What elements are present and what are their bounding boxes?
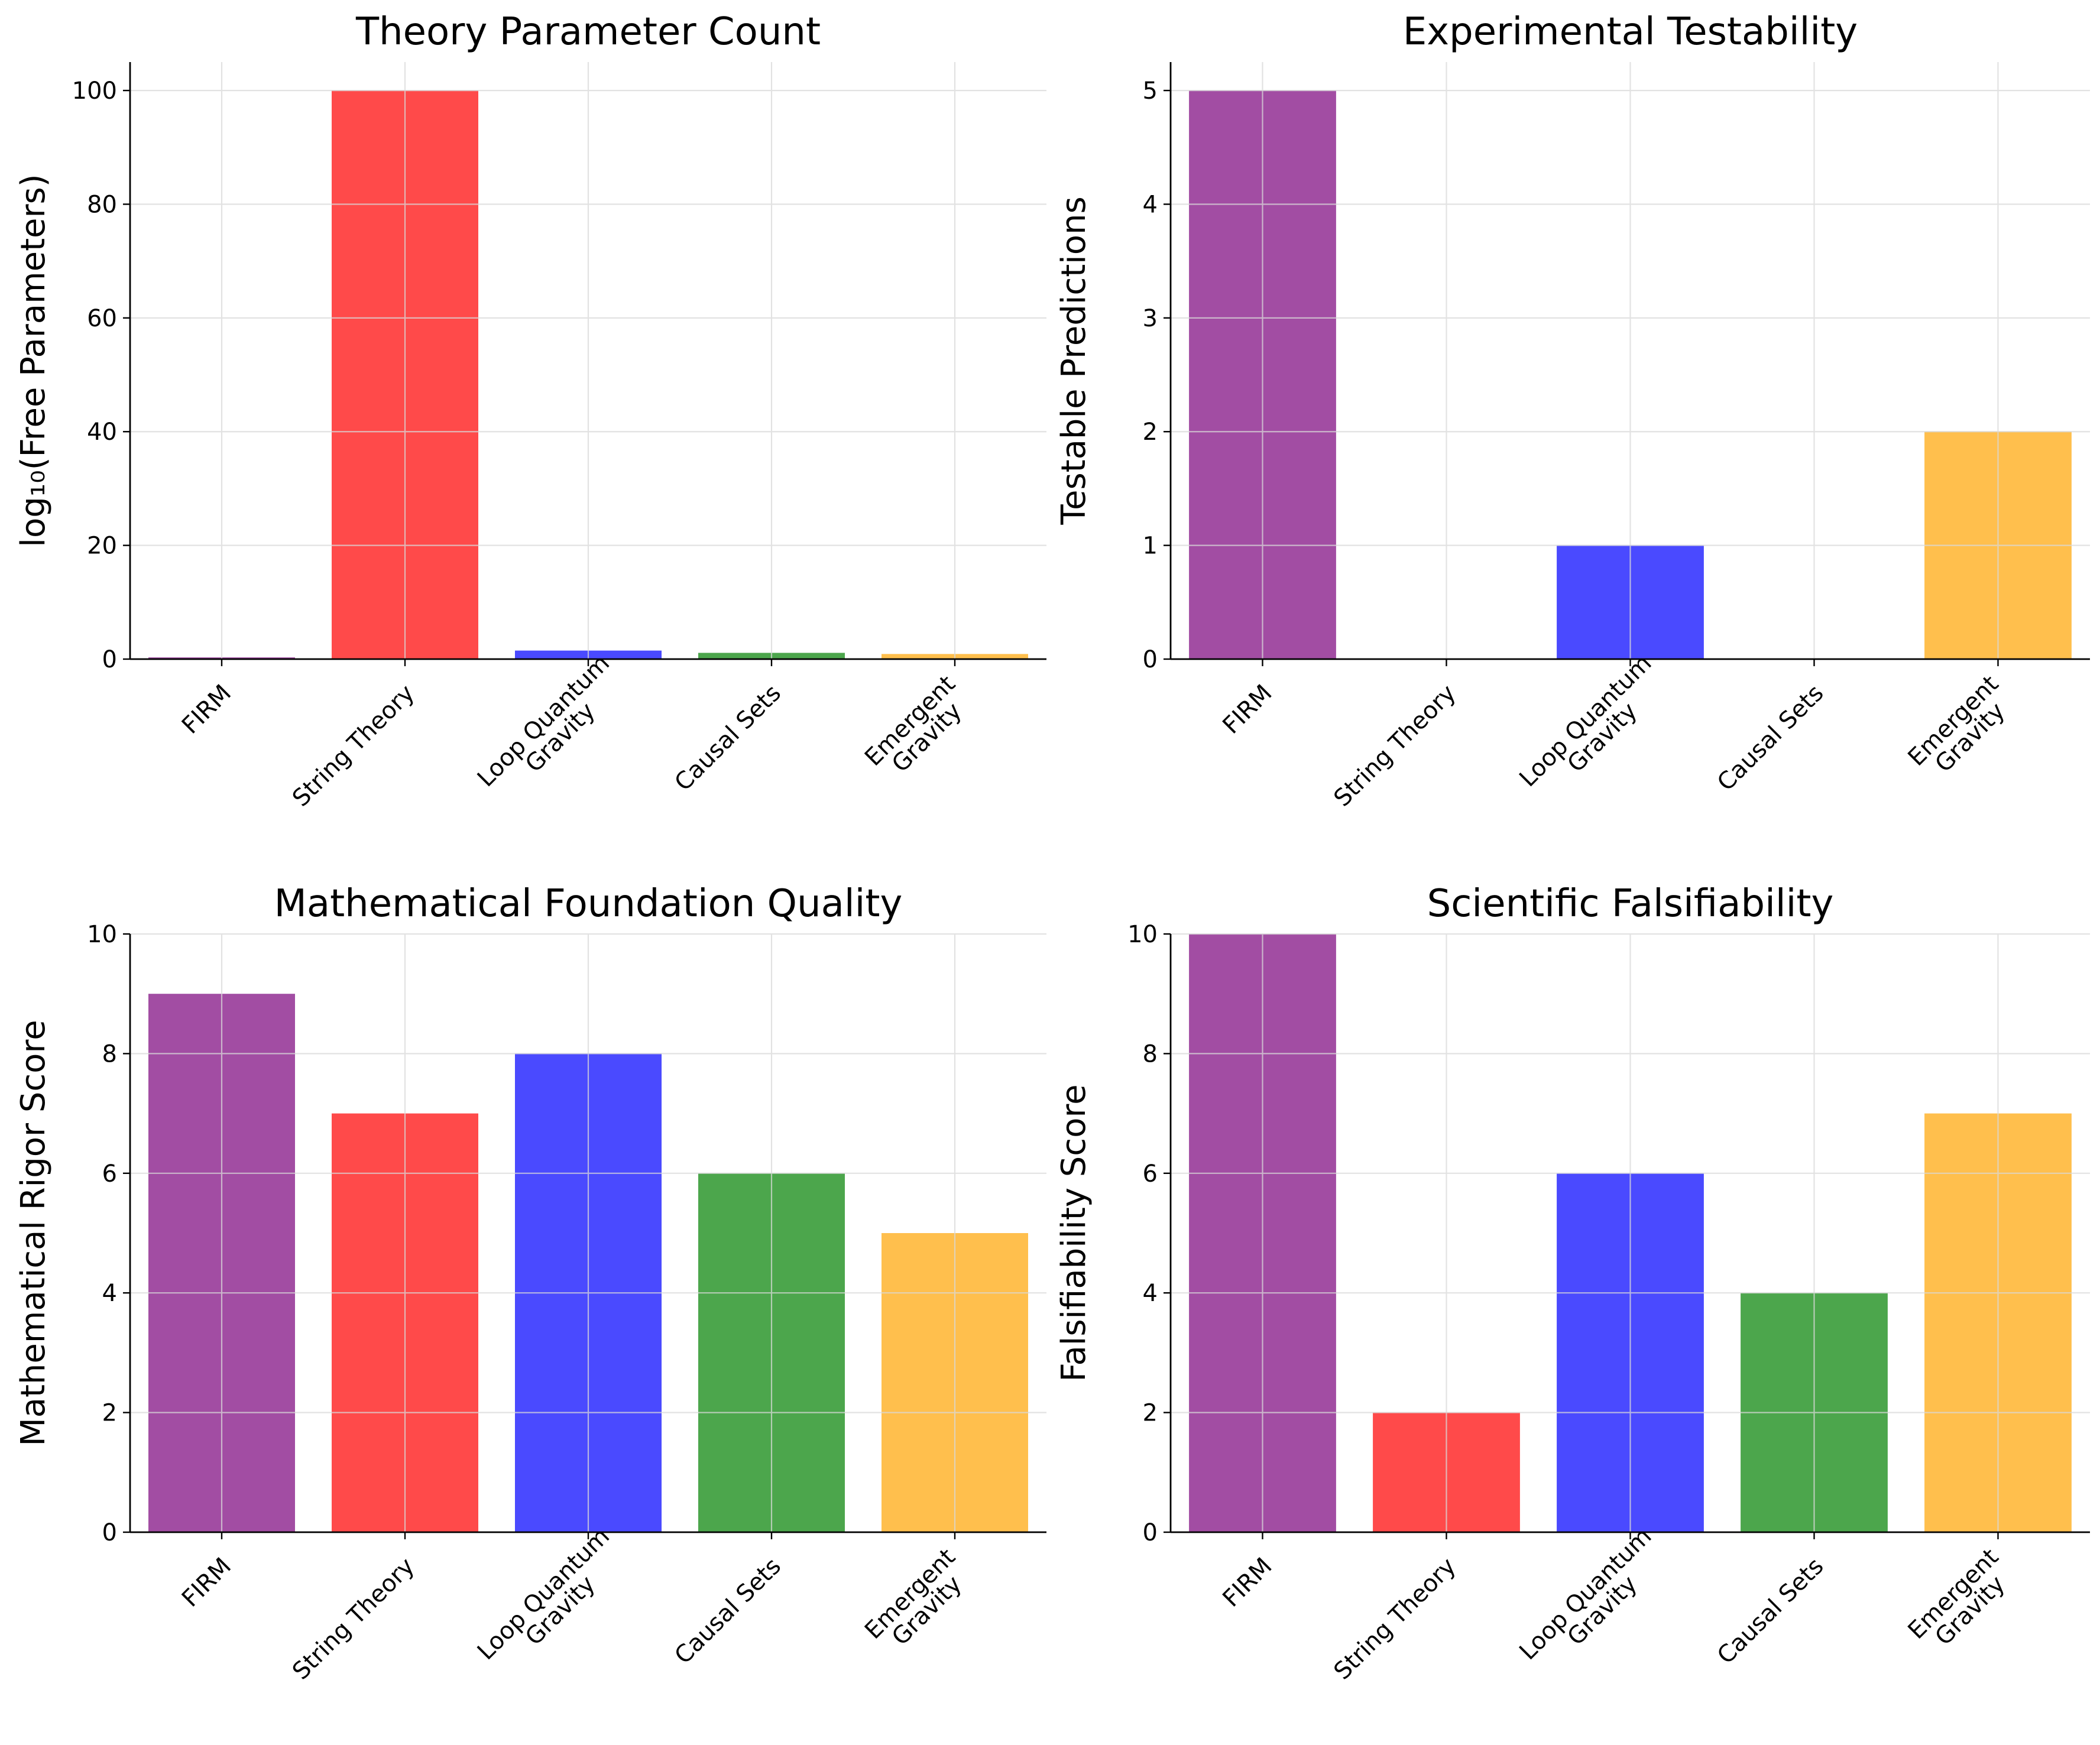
y-tick-label: 2 bbox=[1143, 1400, 1158, 1427]
y-axis-label: Testable Predictions bbox=[1055, 196, 1093, 525]
panel-title: Scientific Falsifiability bbox=[1427, 882, 1834, 926]
y-tick-label: 60 bbox=[87, 305, 117, 332]
y-axis-label: Mathematical Rigor Score bbox=[14, 1020, 53, 1446]
y-tick-label: 5 bbox=[1143, 77, 1158, 105]
y-tick-label: 20 bbox=[87, 533, 117, 560]
y-tick-label: 8 bbox=[1143, 1040, 1158, 1068]
y-tick-label: 10 bbox=[1127, 921, 1158, 948]
y-tick-label: 2 bbox=[1143, 419, 1158, 446]
y-axis-label: Falsifiability Score bbox=[1055, 1084, 1093, 1381]
y-tick-label: 4 bbox=[1143, 191, 1158, 218]
panel-title: Mathematical Foundation Quality bbox=[274, 882, 903, 926]
y-tick-label: 0 bbox=[1143, 646, 1158, 673]
y-tick-label: 10 bbox=[87, 921, 117, 948]
panel-scientific-falsifiability: Scientific Falsifiability Falsifiability… bbox=[1055, 882, 2090, 1685]
y-tick-label: 4 bbox=[102, 1280, 117, 1307]
y-tick-label: 6 bbox=[1143, 1160, 1158, 1188]
y-tick-label: 3 bbox=[1143, 305, 1158, 332]
y-tick-label: 6 bbox=[102, 1160, 117, 1188]
y-tick-label: 0 bbox=[1143, 1519, 1158, 1546]
y-tick-label: 2 bbox=[102, 1400, 117, 1427]
panel-title: Theory Parameter Count bbox=[355, 10, 821, 54]
grid bbox=[130, 62, 1046, 660]
y-tick-label: 4 bbox=[1143, 1280, 1158, 1307]
panel-title: Experimental Testability bbox=[1403, 10, 1858, 54]
y-axis-label: log₁₀(Free Parameters) bbox=[14, 174, 53, 547]
y-tick-label: 0 bbox=[102, 1519, 117, 1546]
y-tick-label: 8 bbox=[102, 1040, 117, 1068]
y-tick-label: 1 bbox=[1143, 533, 1158, 560]
y-tick-label: 0 bbox=[102, 646, 117, 673]
y-tick-label: 100 bbox=[72, 77, 117, 105]
y-tick-label: 80 bbox=[87, 191, 117, 218]
y-tick-label: 40 bbox=[87, 419, 117, 446]
